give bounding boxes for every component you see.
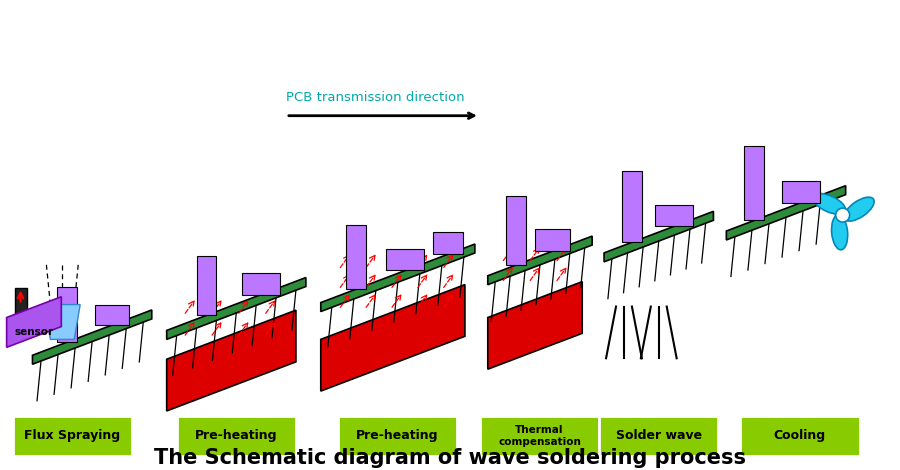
- Polygon shape: [488, 282, 582, 369]
- FancyBboxPatch shape: [480, 416, 599, 456]
- Polygon shape: [44, 305, 80, 339]
- Polygon shape: [622, 171, 642, 243]
- FancyBboxPatch shape: [599, 416, 718, 456]
- Polygon shape: [32, 310, 152, 364]
- Ellipse shape: [832, 215, 848, 250]
- Text: sensor: sensor: [14, 328, 53, 337]
- Polygon shape: [782, 181, 820, 203]
- Polygon shape: [58, 287, 77, 342]
- Polygon shape: [744, 146, 764, 220]
- Polygon shape: [346, 225, 365, 290]
- Polygon shape: [14, 288, 26, 329]
- Polygon shape: [166, 310, 296, 411]
- Polygon shape: [506, 196, 526, 265]
- Text: Thermal
compensation: Thermal compensation: [498, 425, 580, 446]
- FancyBboxPatch shape: [176, 416, 296, 456]
- FancyBboxPatch shape: [13, 416, 132, 456]
- Polygon shape: [320, 244, 475, 312]
- Text: PCB transmission direction: PCB transmission direction: [286, 91, 464, 104]
- Polygon shape: [433, 232, 463, 254]
- Polygon shape: [655, 204, 693, 227]
- Ellipse shape: [813, 194, 845, 214]
- Polygon shape: [6, 297, 61, 347]
- Polygon shape: [320, 285, 465, 391]
- Polygon shape: [94, 305, 130, 325]
- Polygon shape: [196, 256, 216, 315]
- FancyBboxPatch shape: [338, 416, 457, 456]
- Text: Solder wave: Solder wave: [616, 429, 702, 442]
- FancyBboxPatch shape: [741, 416, 860, 456]
- Polygon shape: [726, 186, 846, 240]
- Polygon shape: [535, 229, 570, 251]
- Polygon shape: [488, 236, 592, 285]
- Text: Flux Spraying: Flux Spraying: [24, 429, 121, 442]
- Text: Cooling: Cooling: [774, 429, 826, 442]
- Circle shape: [836, 208, 850, 222]
- Text: Pre-heating: Pre-heating: [356, 429, 438, 442]
- Text: Pre-heating: Pre-heating: [195, 429, 277, 442]
- Ellipse shape: [844, 197, 874, 221]
- Polygon shape: [166, 278, 306, 339]
- Polygon shape: [386, 249, 424, 271]
- Text: The Schematic diagram of wave soldering process: The Schematic diagram of wave soldering …: [154, 447, 746, 468]
- Polygon shape: [242, 273, 280, 295]
- Polygon shape: [604, 212, 714, 262]
